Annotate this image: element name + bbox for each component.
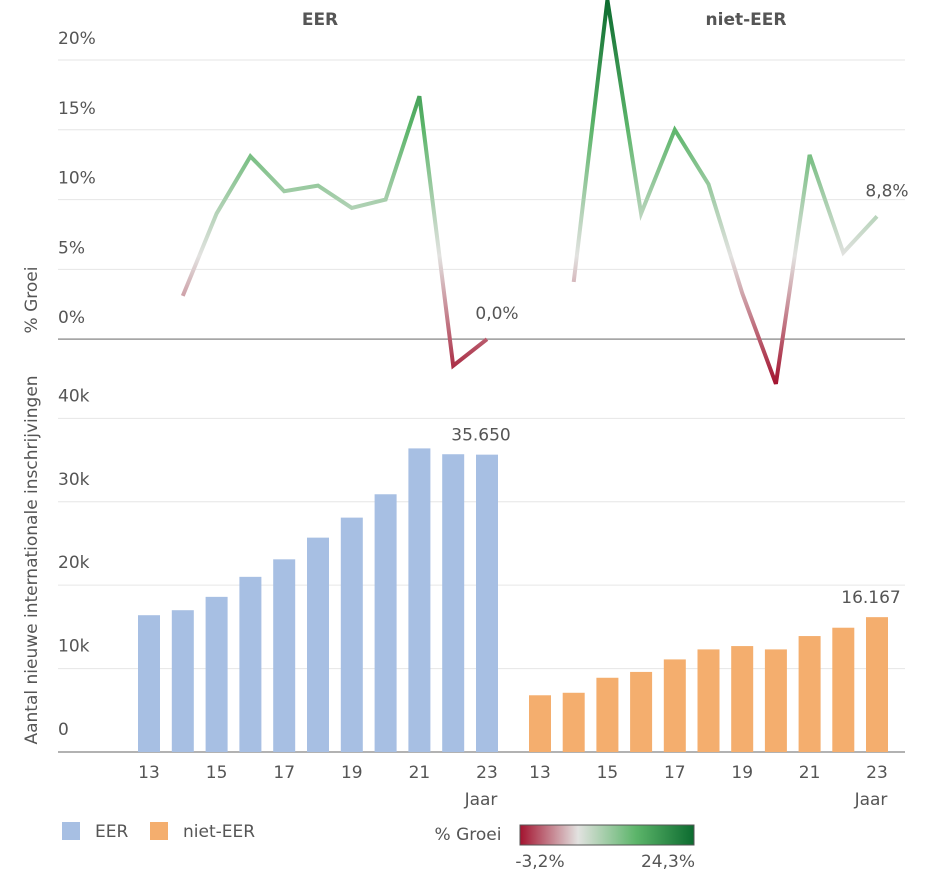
bar — [307, 537, 329, 752]
colorscale-title: % Groei — [435, 825, 502, 845]
bar — [798, 636, 821, 752]
bar — [476, 454, 498, 752]
x-tick-label: 23 — [476, 763, 498, 783]
bar — [408, 448, 431, 752]
legend-label: niet-EER — [183, 822, 255, 842]
bar — [138, 615, 160, 752]
bar — [562, 692, 585, 752]
legend-swatch — [62, 822, 80, 840]
bar — [529, 695, 551, 752]
legend-label: EER — [95, 822, 128, 842]
x-tick-label: 21 — [409, 763, 431, 783]
legend-swatch — [150, 822, 168, 840]
y-tick-label: 30k — [58, 470, 90, 490]
growth-line — [180, 95, 489, 370]
x-tick-label: 23 — [866, 763, 888, 783]
y-tick-label: 20k — [58, 553, 90, 573]
bar — [596, 677, 619, 752]
bar — [663, 659, 686, 752]
y-tick-label: 0 — [58, 720, 69, 740]
bar — [630, 671, 653, 752]
x-axis-label: Jaar — [464, 790, 498, 810]
x-tick-label: 21 — [799, 763, 821, 783]
bar — [866, 617, 888, 752]
bar — [764, 649, 787, 752]
bar-value-label: 35.650 — [451, 426, 510, 446]
x-tick-label: 15 — [597, 763, 619, 783]
panel-title: niet-EER — [706, 10, 787, 30]
colorscale-min: -3,2% — [515, 852, 564, 872]
panel-title: EER — [302, 10, 338, 30]
y-tick-label: 15% — [58, 99, 96, 119]
y-tick-label: 5% — [58, 238, 85, 258]
bar — [442, 454, 465, 752]
x-tick-label: 13 — [138, 763, 160, 783]
bar — [239, 576, 262, 752]
x-tick-label: 19 — [731, 763, 753, 783]
bar-value-label: 16.167 — [841, 588, 900, 608]
y-tick-label: 40k — [58, 386, 90, 406]
x-tick-label: 19 — [341, 763, 363, 783]
y-axis-label: Aantal nieuwe internationale inschrijvin… — [22, 375, 42, 744]
bar — [374, 494, 397, 752]
colorscale-bar — [519, 824, 695, 846]
y-tick-label: 0% — [58, 308, 85, 328]
x-tick-label: 13 — [529, 763, 551, 783]
colorscale-max: 24,3% — [641, 852, 695, 872]
x-axis-label: Jaar — [854, 790, 888, 810]
line-value-label: 0,0% — [475, 304, 518, 324]
y-axis-label: % Groei — [22, 267, 42, 334]
x-tick-label: 15 — [206, 763, 228, 783]
bar — [273, 559, 296, 752]
bar — [171, 610, 194, 752]
line-value-label: 8,8% — [865, 181, 908, 201]
y-tick-label: 20% — [58, 29, 96, 49]
bar — [731, 646, 754, 752]
x-tick-label: 17 — [664, 763, 686, 783]
bar — [205, 596, 228, 752]
y-tick-label: 10k — [58, 637, 90, 657]
bar — [340, 517, 363, 752]
bar — [697, 649, 720, 752]
x-tick-label: 17 — [273, 763, 295, 783]
bar — [832, 627, 855, 752]
y-tick-label: 10% — [58, 169, 96, 189]
growth-line — [571, 0, 879, 385]
